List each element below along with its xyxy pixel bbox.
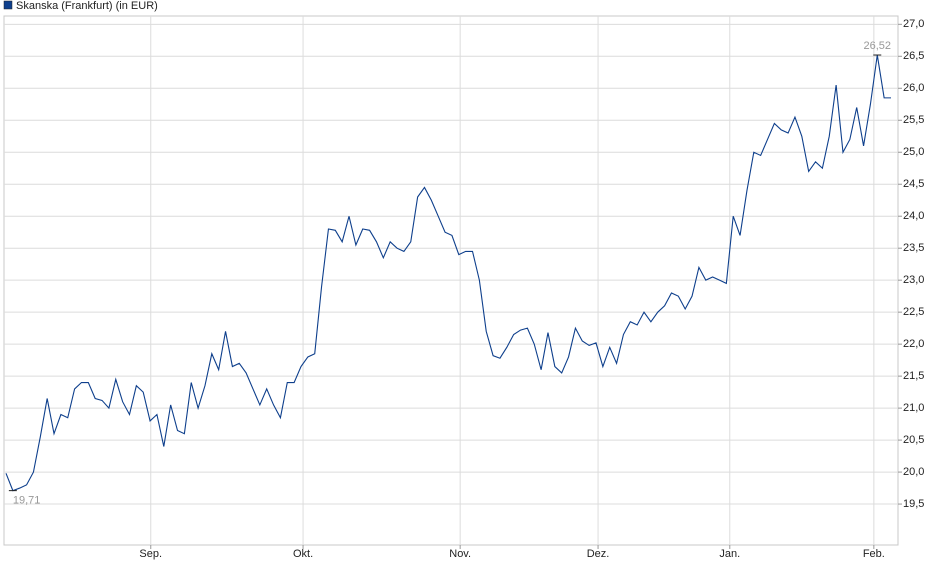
y-tick-label: 20,5 xyxy=(903,434,924,446)
y-tick-label: 27,0 xyxy=(903,18,924,30)
x-tick-label: Feb. xyxy=(863,548,885,560)
x-tick-label: Okt. xyxy=(293,548,313,560)
y-tick-label: 25,0 xyxy=(903,146,924,158)
legend-label: Skanska (Frankfurt) (in EUR) xyxy=(16,0,158,12)
y-tick-label: 22,5 xyxy=(903,306,924,318)
y-tick-label: 21,5 xyxy=(903,370,924,382)
y-tick-label: 20,0 xyxy=(903,466,924,478)
y-tick-label: 21,0 xyxy=(903,402,924,414)
legend-swatch xyxy=(3,0,13,10)
extreme-label: 19,71 xyxy=(13,495,41,507)
x-tick-label: Dez. xyxy=(587,548,610,560)
extreme-label: 26,52 xyxy=(864,40,892,52)
y-tick-label: 22,0 xyxy=(903,338,924,350)
y-tick-label: 23,0 xyxy=(903,274,924,286)
price-line xyxy=(5,54,891,492)
x-tick-label: Sep. xyxy=(139,548,162,560)
y-tick-label: 23,5 xyxy=(903,242,924,254)
y-tick-label: 24,5 xyxy=(903,178,924,190)
y-tick-label: 19,5 xyxy=(903,498,924,510)
y-tick-label: 24,0 xyxy=(903,210,924,222)
y-tick-label: 26,0 xyxy=(903,82,924,94)
x-tick-label: Nov. xyxy=(449,548,471,560)
y-tick-label: 26,5 xyxy=(903,50,924,62)
x-tick-label: Jan. xyxy=(719,548,740,560)
y-tick-label: 25,5 xyxy=(903,114,924,126)
